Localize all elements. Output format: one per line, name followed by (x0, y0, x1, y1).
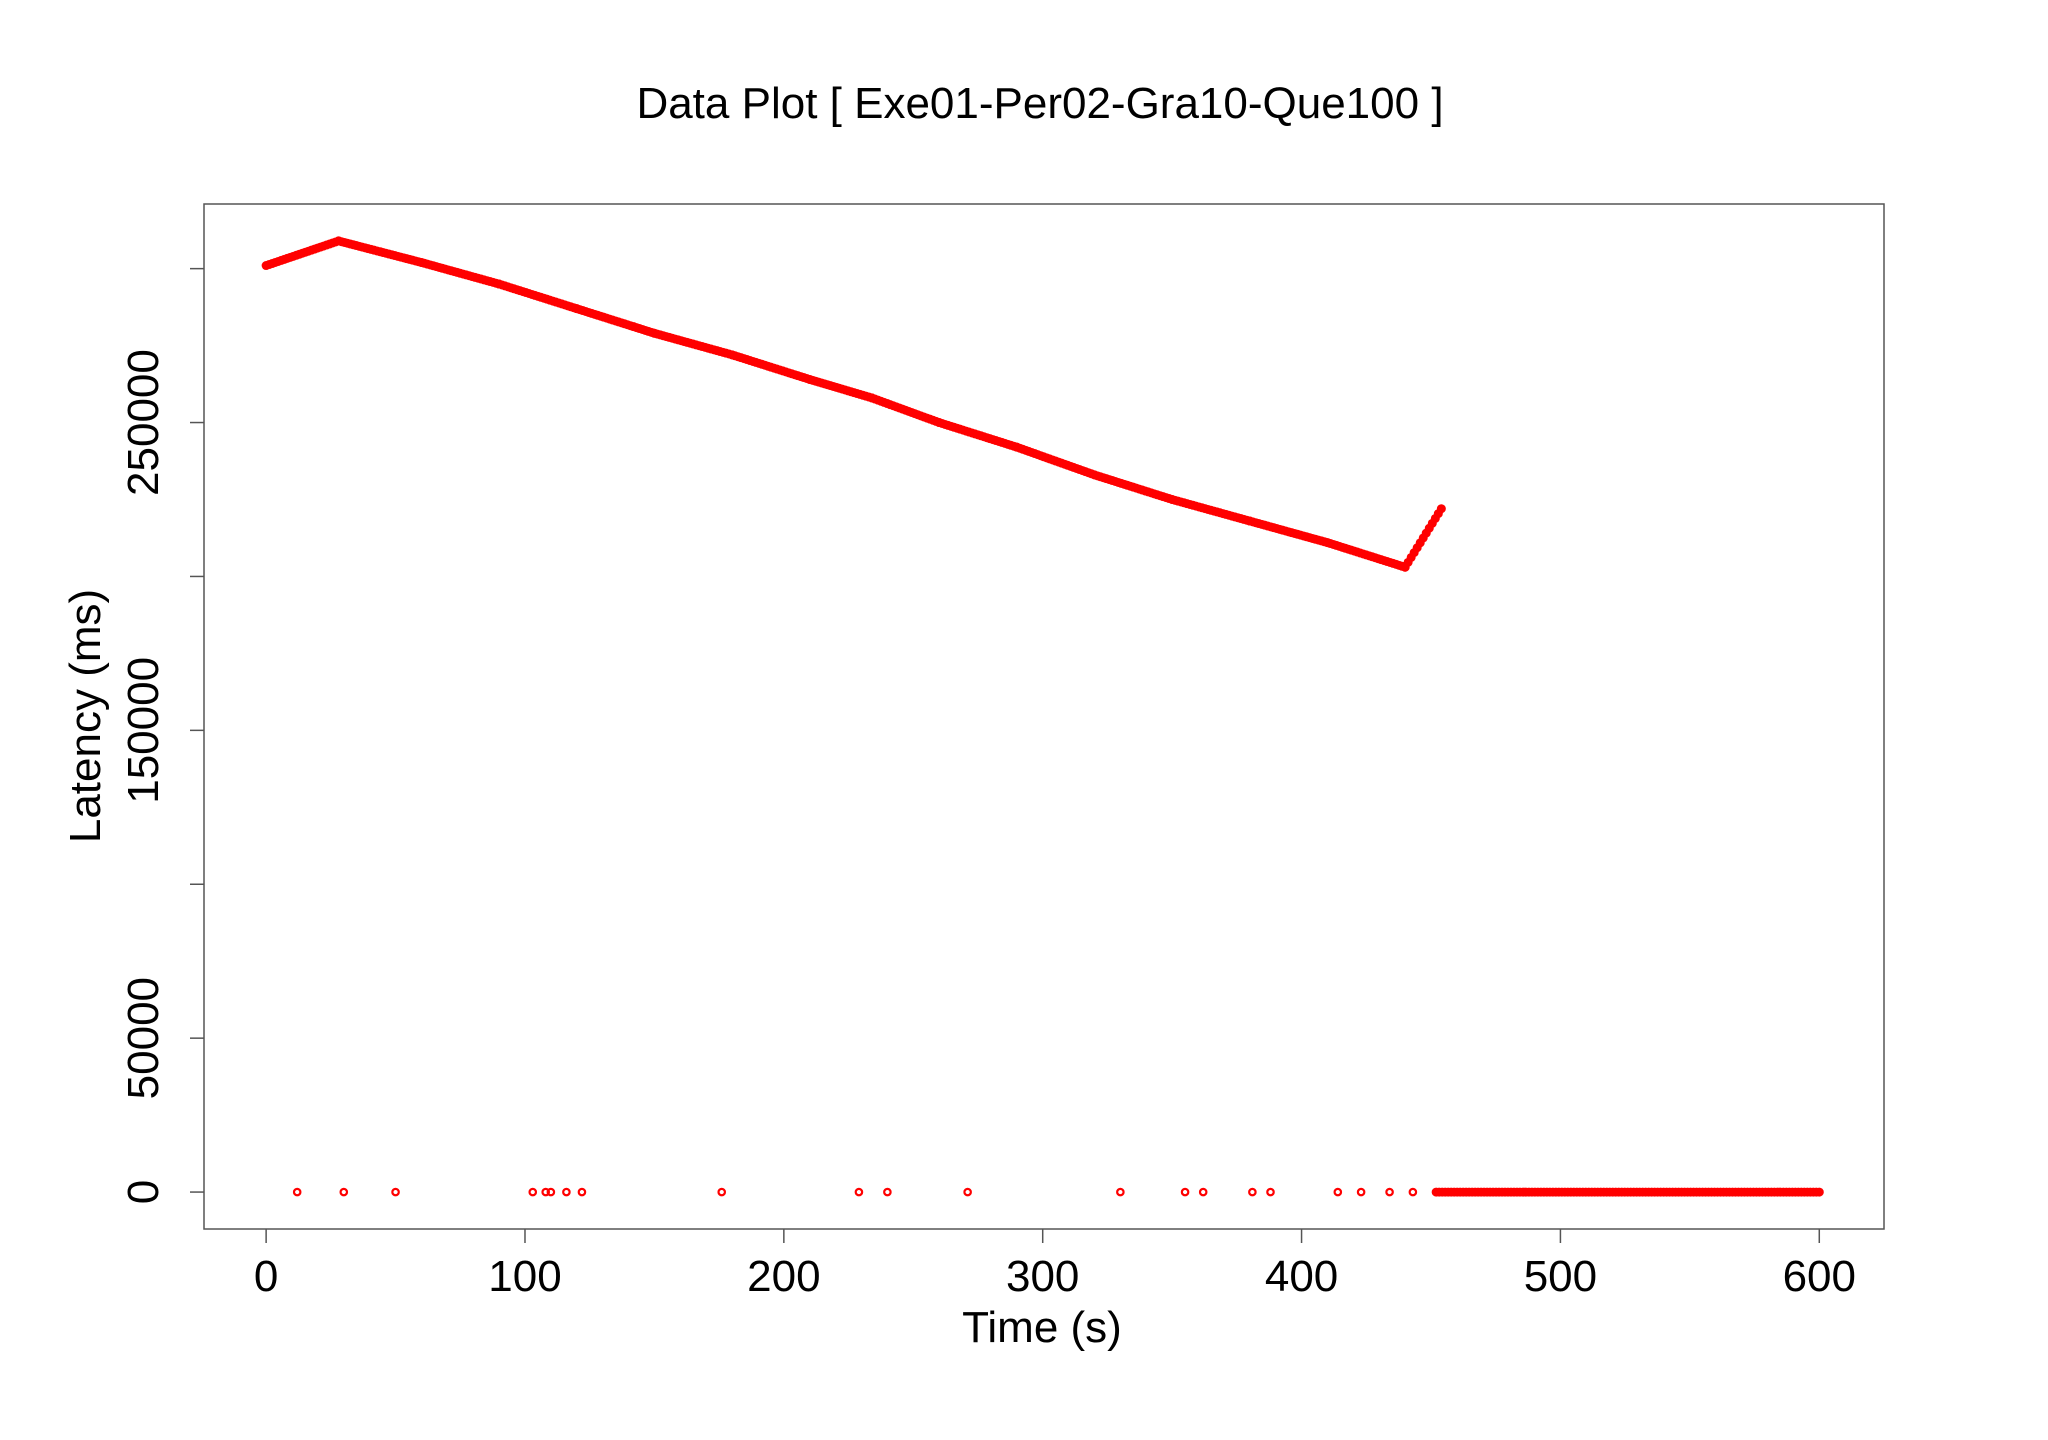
data-point-415 (562, 1187, 571, 1197)
y-axis-label: Latency (ms) (61, 589, 110, 843)
data-point-426 (1333, 1187, 1343, 1197)
x-tick-label-2: 200 (747, 1252, 820, 1301)
data-point-409 (292, 1187, 302, 1197)
data-points (261, 236, 1824, 1197)
x-axis: 0 100 200 300 400 500 600 (254, 1229, 1856, 1301)
data-point-410 (339, 1187, 349, 1197)
y-tick-label-5: 250000 (119, 349, 168, 496)
y-tick-label-1: 50000 (119, 977, 168, 1099)
x-tick-label-0: 0 (254, 1252, 278, 1301)
y-tick-label-0: 0 (119, 1180, 168, 1204)
x-tick-label-5: 500 (1524, 1252, 1597, 1301)
x-tick-label-1: 100 (488, 1252, 561, 1301)
chart-title: Data Plot [ Exe01-Per02-Gra10-Que100 ] (636, 79, 1443, 128)
data-point-419 (883, 1187, 892, 1197)
x-tick-label-3: 300 (1006, 1252, 1079, 1301)
data-point-425 (1266, 1187, 1275, 1197)
x-tick-label-6: 600 (1783, 1252, 1856, 1301)
data-point-428 (1385, 1187, 1394, 1197)
data-point-411 (391, 1187, 400, 1197)
x-axis-label: Time (s) (962, 1303, 1122, 1352)
data-point-421 (1116, 1187, 1125, 1197)
data-point-417 (717, 1187, 727, 1197)
data-point-420 (963, 1187, 972, 1197)
data-point-558 (1814, 1187, 1824, 1197)
data-point-423 (1198, 1187, 1208, 1197)
data-point-427 (1356, 1187, 1366, 1197)
y-axis: 0 50000 150000 250000 (119, 267, 204, 1204)
data-point-414 (546, 1187, 556, 1197)
data-point-429 (1408, 1187, 1418, 1197)
x-tick-label-4: 400 (1265, 1252, 1338, 1301)
plot-frame (203, 203, 1885, 1230)
data-point-416 (577, 1187, 587, 1197)
data-point-413 (541, 1187, 550, 1197)
data-point-418 (854, 1187, 864, 1197)
data-point-412 (528, 1187, 538, 1197)
data-point-424 (1248, 1187, 1257, 1197)
data-point-422 (1180, 1187, 1190, 1197)
y-tick-label-3: 150000 (119, 657, 168, 804)
data-point-408 (1436, 504, 1446, 514)
